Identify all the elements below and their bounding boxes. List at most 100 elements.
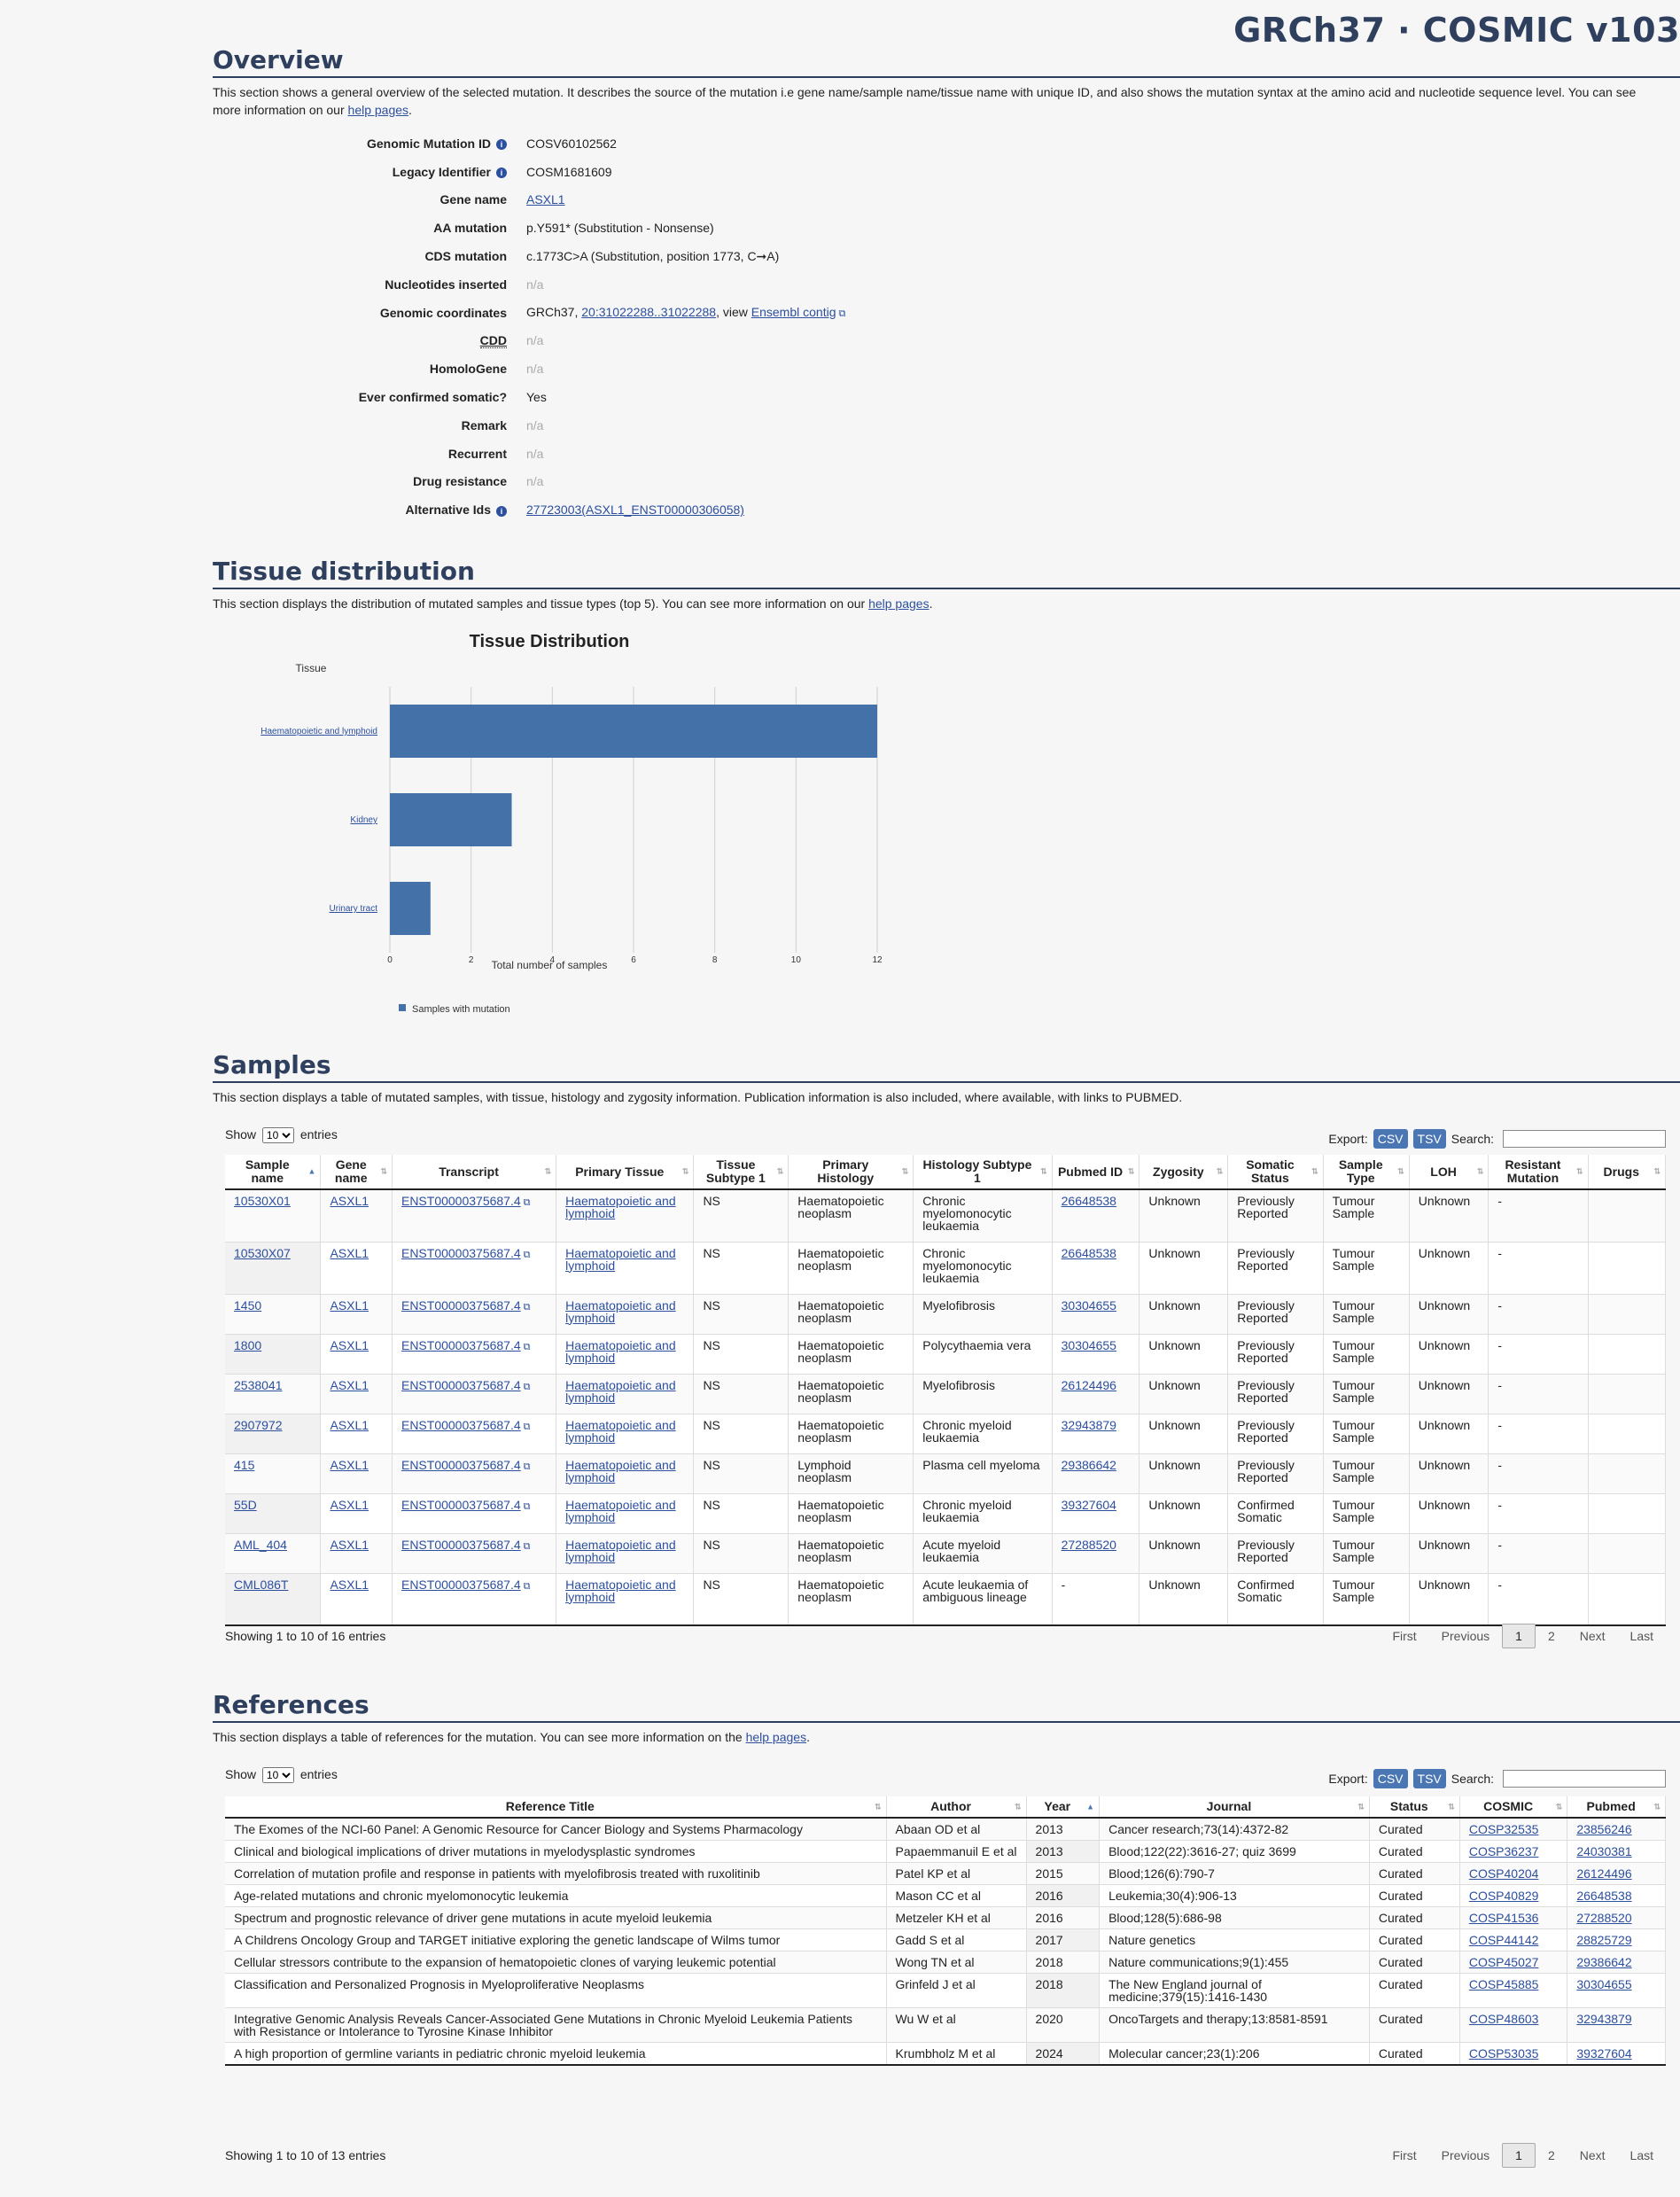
cell-link[interactable]: COSP53035 <box>1468 2046 1539 2061</box>
column-header[interactable]: Year ▲ <box>1026 1796 1101 1819</box>
samples-search-input[interactable] <box>1503 1130 1666 1148</box>
column-header[interactable]: COSMIC ⇅ <box>1459 1796 1568 1819</box>
cell-link[interactable]: 28825729 <box>1576 1933 1632 1947</box>
cell-link[interactable]: ENST00000375687.4 <box>401 1577 521 1592</box>
pager-previous[interactable]: Previous <box>1441 2148 1490 2162</box>
cell-link[interactable]: 26648538 <box>1576 1889 1632 1903</box>
cell-link[interactable]: 30304655 <box>1061 1297 1116 1313</box>
references-csv-button[interactable]: CSV <box>1373 1769 1408 1788</box>
cell-link[interactable]: Haematopoietic and lymphoid <box>565 1577 676 1604</box>
cell-link[interactable]: 23856246 <box>1576 1822 1632 1836</box>
category-label-link[interactable]: Kidney <box>350 815 377 825</box>
column-header[interactable]: Somatic Status ⇅ <box>1227 1155 1324 1190</box>
bar[interactable] <box>390 705 877 758</box>
cell-link[interactable]: ASXL1 <box>330 1245 369 1260</box>
bar[interactable] <box>390 793 512 846</box>
cell-link[interactable]: 24030381 <box>1576 1844 1632 1858</box>
coordinates-link[interactable]: 20:31022288..31022288 <box>581 305 717 320</box>
cell-link[interactable]: ASXL1 <box>330 1577 369 1592</box>
cell-link[interactable]: Haematopoietic and lymphoid <box>565 1497 676 1524</box>
cell-link[interactable]: 2907972 <box>234 1417 283 1432</box>
cell-link[interactable]: COSP45027 <box>1468 1955 1539 1969</box>
cell-link[interactable]: Haematopoietic and lymphoid <box>565 1245 676 1273</box>
pager-next[interactable]: Next <box>1579 2148 1606 2162</box>
cell-link[interactable]: 10530X07 <box>234 1245 291 1260</box>
column-header[interactable]: Drugs ⇅ <box>1588 1155 1667 1190</box>
cell-link[interactable]: Haematopoietic and lymphoid <box>565 1537 676 1564</box>
cell-link[interactable]: 27288520 <box>1576 1911 1632 1925</box>
cell-link[interactable]: Haematopoietic and lymphoid <box>565 1417 676 1445</box>
cell-link[interactable]: COSP41536 <box>1468 1911 1539 1925</box>
cell-link[interactable]: ASXL1 <box>330 1417 369 1432</box>
cell-link[interactable]: ENST00000375687.4 <box>401 1457 521 1472</box>
legend-entry[interactable]: Samples with mutation <box>412 1004 510 1015</box>
pager-page-2[interactable]: 2 <box>1547 1629 1555 1643</box>
cell-link[interactable]: COSP44142 <box>1468 1933 1539 1947</box>
cell-link[interactable]: 10530X01 <box>234 1194 291 1208</box>
cell-link[interactable]: 39327604 <box>1061 1497 1116 1512</box>
column-header[interactable]: Resistant Mutation ⇅ <box>1488 1155 1589 1190</box>
cell-link[interactable]: ASXL1 <box>330 1297 369 1313</box>
cell-link[interactable]: ENST00000375687.4 <box>401 1417 521 1432</box>
cell-link[interactable]: ENST00000375687.4 <box>401 1245 521 1260</box>
cell-link[interactable]: 27288520 <box>1061 1537 1116 1552</box>
cell-link[interactable]: CML086T <box>234 1577 289 1592</box>
info-icon[interactable]: i <box>496 139 507 151</box>
cell-link[interactable]: 55D <box>234 1497 257 1512</box>
cell-link[interactable]: ENST00000375687.4 <box>401 1297 521 1313</box>
cell-link[interactable]: Haematopoietic and lymphoid <box>565 1337 676 1365</box>
cell-link[interactable]: Haematopoietic and lymphoid <box>565 1377 676 1405</box>
info-icon[interactable]: i <box>496 167 507 178</box>
gene-name-link[interactable]: ASXL1 <box>526 192 565 207</box>
pager-first[interactable]: First <box>1392 2148 1417 2162</box>
category-label-link[interactable]: Haematopoietic and lymphoid <box>261 727 377 736</box>
cell-link[interactable]: 39327604 <box>1576 2046 1632 2061</box>
cell-link[interactable]: Haematopoietic and lymphoid <box>565 1297 676 1325</box>
column-header[interactable]: Zygosity ⇅ <box>1139 1155 1229 1190</box>
cell-link[interactable]: 32943879 <box>1061 1417 1116 1432</box>
cell-link[interactable]: COSP40829 <box>1468 1889 1539 1903</box>
column-header[interactable]: Transcript ⇅ <box>392 1155 557 1190</box>
cell-link[interactable]: 2538041 <box>234 1377 283 1392</box>
column-header[interactable]: LOH ⇅ <box>1409 1155 1489 1190</box>
samples-tsv-button[interactable]: TSV <box>1412 1129 1446 1149</box>
cell-link[interactable]: 26124496 <box>1576 1866 1632 1881</box>
cell-link[interactable]: COSP36237 <box>1468 1844 1539 1858</box>
samples-csv-button[interactable]: CSV <box>1373 1129 1408 1149</box>
cell-link[interactable]: ENST00000375687.4 <box>401 1337 521 1352</box>
cell-link[interactable]: ASXL1 <box>330 1337 369 1352</box>
overview-help-link[interactable]: help pages <box>347 103 409 117</box>
info-icon[interactable]: i <box>496 505 507 517</box>
tissue-help-link[interactable]: help pages <box>868 596 929 611</box>
cell-link[interactable]: 32943879 <box>1576 2012 1632 2026</box>
cell-link[interactable]: COSP32535 <box>1468 1822 1539 1836</box>
column-header[interactable]: Primary Histology ⇅ <box>788 1155 914 1190</box>
cell-link[interactable]: 1450 <box>234 1297 262 1313</box>
cell-link[interactable]: 26124496 <box>1061 1377 1116 1392</box>
column-header[interactable]: Status ⇅ <box>1369 1796 1460 1819</box>
column-header[interactable]: Histology Subtype 1 ⇅ <box>913 1155 1053 1190</box>
column-header[interactable]: Gene name ⇅ <box>320 1155 393 1190</box>
pager-first[interactable]: First <box>1392 1629 1417 1643</box>
pager-last[interactable]: Last <box>1629 1629 1653 1643</box>
cell-link[interactable]: 26648538 <box>1061 1245 1116 1260</box>
samples-page-size-select[interactable]: 10 <box>261 1127 294 1143</box>
category-label-link[interactable]: Urinary tract <box>330 904 378 914</box>
cell-link[interactable]: ASXL1 <box>330 1537 369 1552</box>
cell-link[interactable]: Haematopoietic and lymphoid <box>565 1194 676 1220</box>
column-header[interactable]: Pubmed ⇅ <box>1567 1796 1666 1819</box>
cell-link[interactable]: ENST00000375687.4 <box>401 1377 521 1392</box>
pager-page-1[interactable]: 1 <box>1502 2143 1536 2168</box>
references-tsv-button[interactable]: TSV <box>1412 1769 1446 1788</box>
cell-link[interactable]: 29386642 <box>1061 1457 1116 1472</box>
pager-page-2[interactable]: 2 <box>1547 2148 1555 2162</box>
cell-link[interactable]: ASXL1 <box>330 1194 369 1208</box>
bar[interactable] <box>390 882 431 935</box>
cell-link[interactable]: ASXL1 <box>330 1497 369 1512</box>
pager-last[interactable]: Last <box>1629 2148 1653 2162</box>
cell-link[interactable]: COSP48603 <box>1468 2012 1539 2026</box>
cell-link[interactable]: ENST00000375687.4 <box>401 1537 521 1552</box>
cell-link[interactable]: 1800 <box>234 1337 262 1352</box>
cell-link[interactable]: ENST00000375687.4 <box>401 1194 521 1208</box>
references-help-link[interactable]: help pages <box>745 1730 807 1744</box>
